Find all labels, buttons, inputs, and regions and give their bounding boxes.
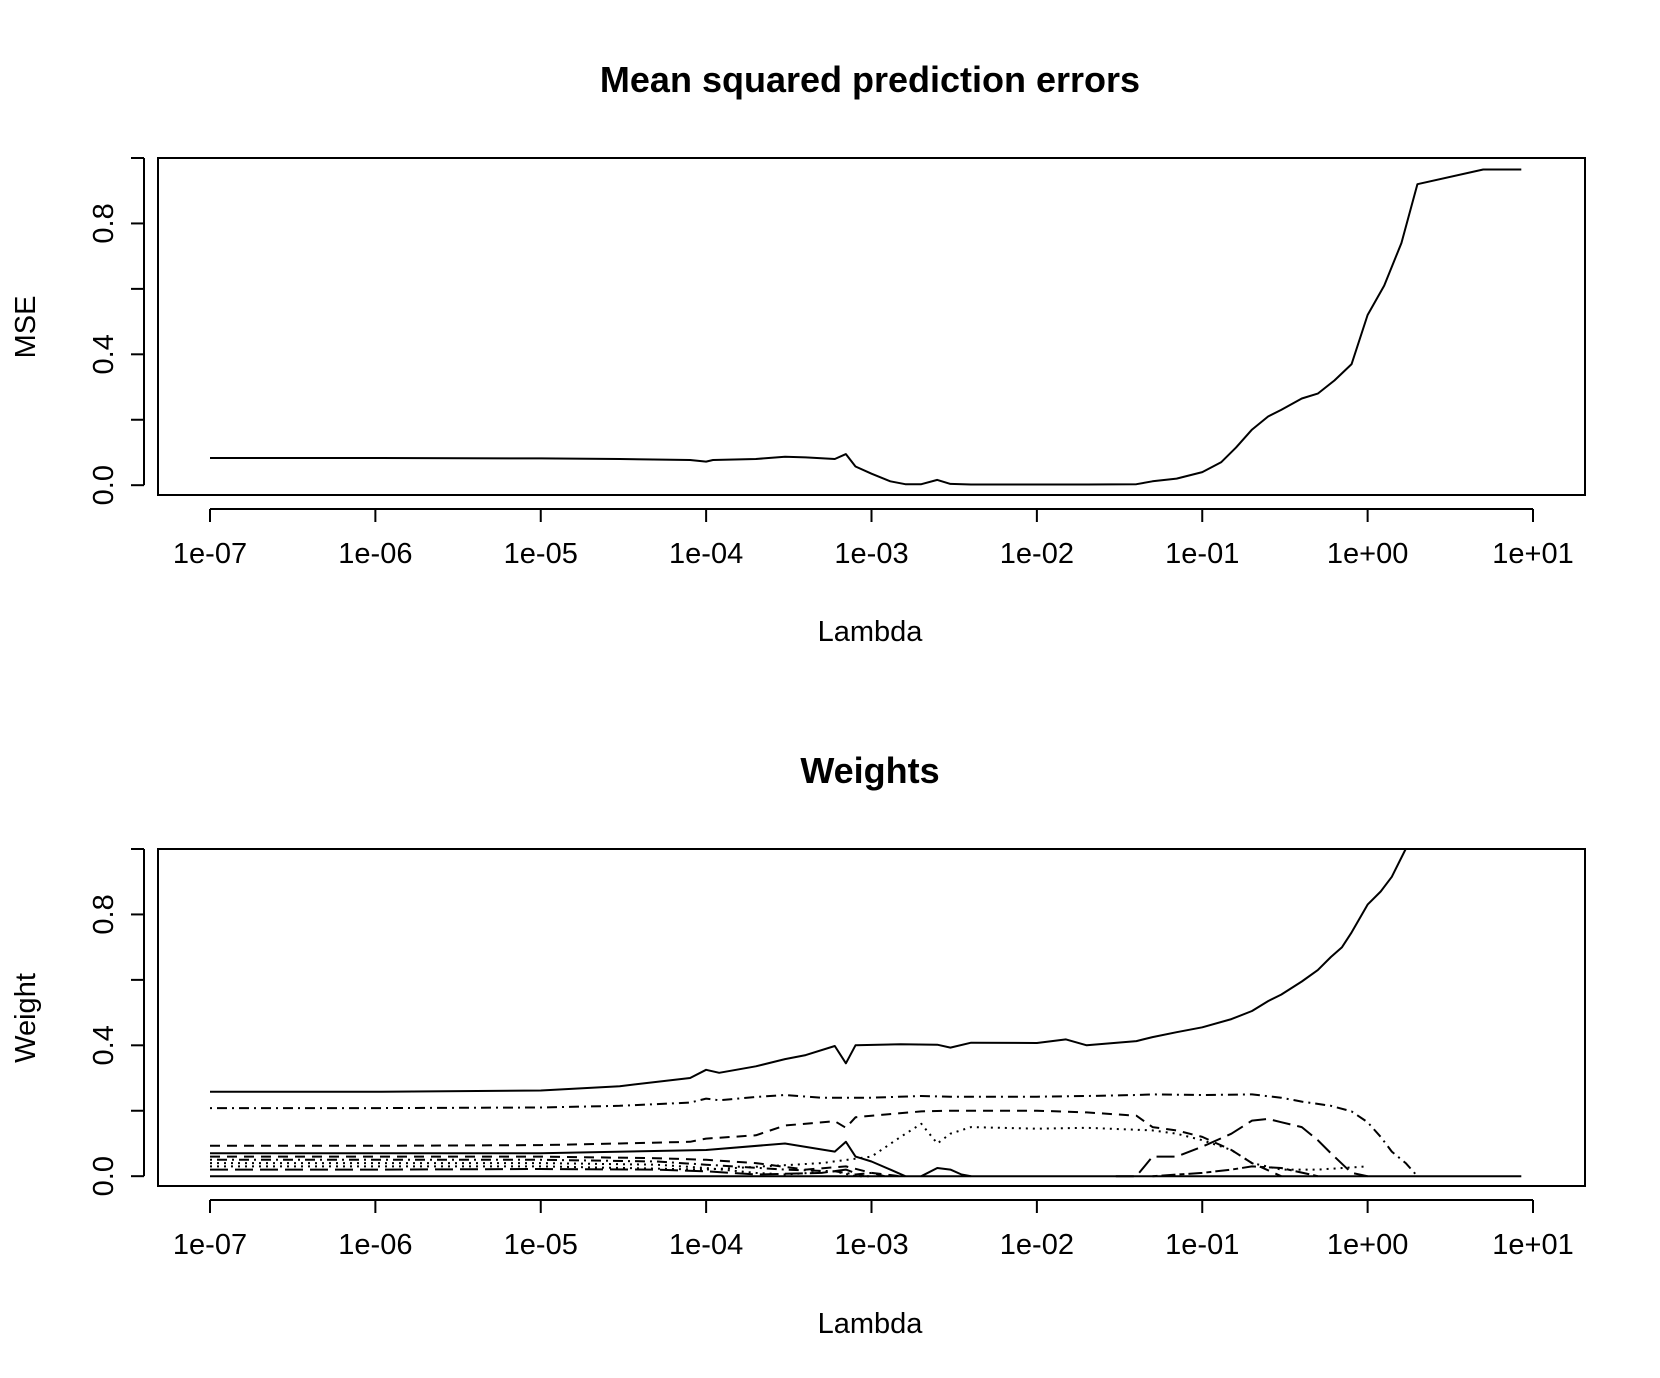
weights-x-tick-label: 1e-05	[504, 1229, 578, 1261]
weights-x-tick-label: 1e-03	[834, 1229, 908, 1261]
weights-x-axis: 1e-07 1e-06 1e-05 1e-04 1e-03 1e-02 1e-01 1e+00…	[173, 1199, 1574, 1261]
mse-plot-frame	[157, 157, 1586, 496]
mse-series-1	[210, 168, 1522, 486]
weights-series-3	[210, 1109, 1282, 1178]
mse-y-tick-label: 0.8	[88, 203, 120, 243]
mse-x-axis: 1e-07 1e-06 1e-05 1e-04 1e-03 1e-02 1e-01 1e+00…	[173, 508, 1574, 570]
weights-x-tick-label: 1e+01	[1492, 1229, 1573, 1261]
mse-x-tick-label: 1e-05	[504, 538, 578, 570]
weights-series-6	[1115, 1117, 1368, 1178]
weights-x-axis-label: Lambda	[818, 1308, 924, 1340]
weights-y-tick-label: 0.4	[88, 1025, 120, 1065]
weights-x-tick-label: 1e-02	[1000, 1229, 1074, 1261]
mse-x-tick-label: 1e-03	[834, 538, 908, 570]
weights-y-axis-label: Weight	[10, 973, 42, 1063]
weights-y-tick-label: 0.0	[88, 1156, 120, 1196]
mse-x-tick-label: 1e+01	[1492, 538, 1573, 570]
weights-series-7	[1152, 1165, 1319, 1178]
mse-x-tick-label: 1e-01	[1165, 538, 1239, 570]
weights-x-tick-label: 1e-04	[669, 1229, 743, 1261]
mse-y-axis: 0.0 0.4 0.8	[88, 157, 145, 505]
weights-panel: Weights Lambda Weight 1e-07 1e-06 1e-05 1e-…	[10, 750, 1586, 1340]
weights-series-2	[210, 1093, 1419, 1177]
weights-x-tick-label: 1e-01	[1165, 1229, 1239, 1261]
weights-plot-frame	[157, 848, 1586, 1187]
mse-x-tick-label: 1e-04	[669, 538, 743, 570]
mse-chart-title: Mean squared prediction errors	[600, 59, 1140, 100]
mse-x-tick-label: 1e-02	[1000, 538, 1074, 570]
weights-series-11	[210, 1168, 865, 1178]
weights-x-tick-label: 1e+00	[1327, 1229, 1408, 1261]
weights-series-5	[210, 1140, 906, 1178]
weights-series-4	[210, 1122, 1368, 1171]
mse-y-axis-label: MSE	[10, 296, 42, 359]
weights-y-axis: 0.0 0.4 0.8	[88, 848, 145, 1196]
mse-x-tick-label: 1e-06	[338, 538, 412, 570]
weights-series-8	[210, 1155, 901, 1178]
weights-series-1	[210, 848, 1522, 1093]
mse-x-tick-label: 1e-07	[173, 538, 247, 570]
mse-panel: Mean squared prediction errors Lambda MS…	[10, 59, 1586, 648]
mse-y-tick-label: 0.0	[88, 465, 120, 505]
mse-x-axis-label: Lambda	[818, 616, 924, 648]
weights-series-9	[210, 1158, 885, 1178]
weights-x-tick-label: 1e-07	[173, 1229, 247, 1261]
mse-y-tick-label: 0.4	[88, 334, 120, 374]
weights-series-12	[920, 1167, 972, 1178]
weights-series-group	[210, 848, 1522, 1178]
mse-series-group	[210, 168, 1522, 486]
mse-x-tick-label: 1e+00	[1327, 538, 1408, 570]
weights-chart-title: Weights	[800, 750, 939, 791]
weights-y-tick-label: 0.8	[88, 894, 120, 934]
weights-x-tick-label: 1e-06	[338, 1229, 412, 1261]
